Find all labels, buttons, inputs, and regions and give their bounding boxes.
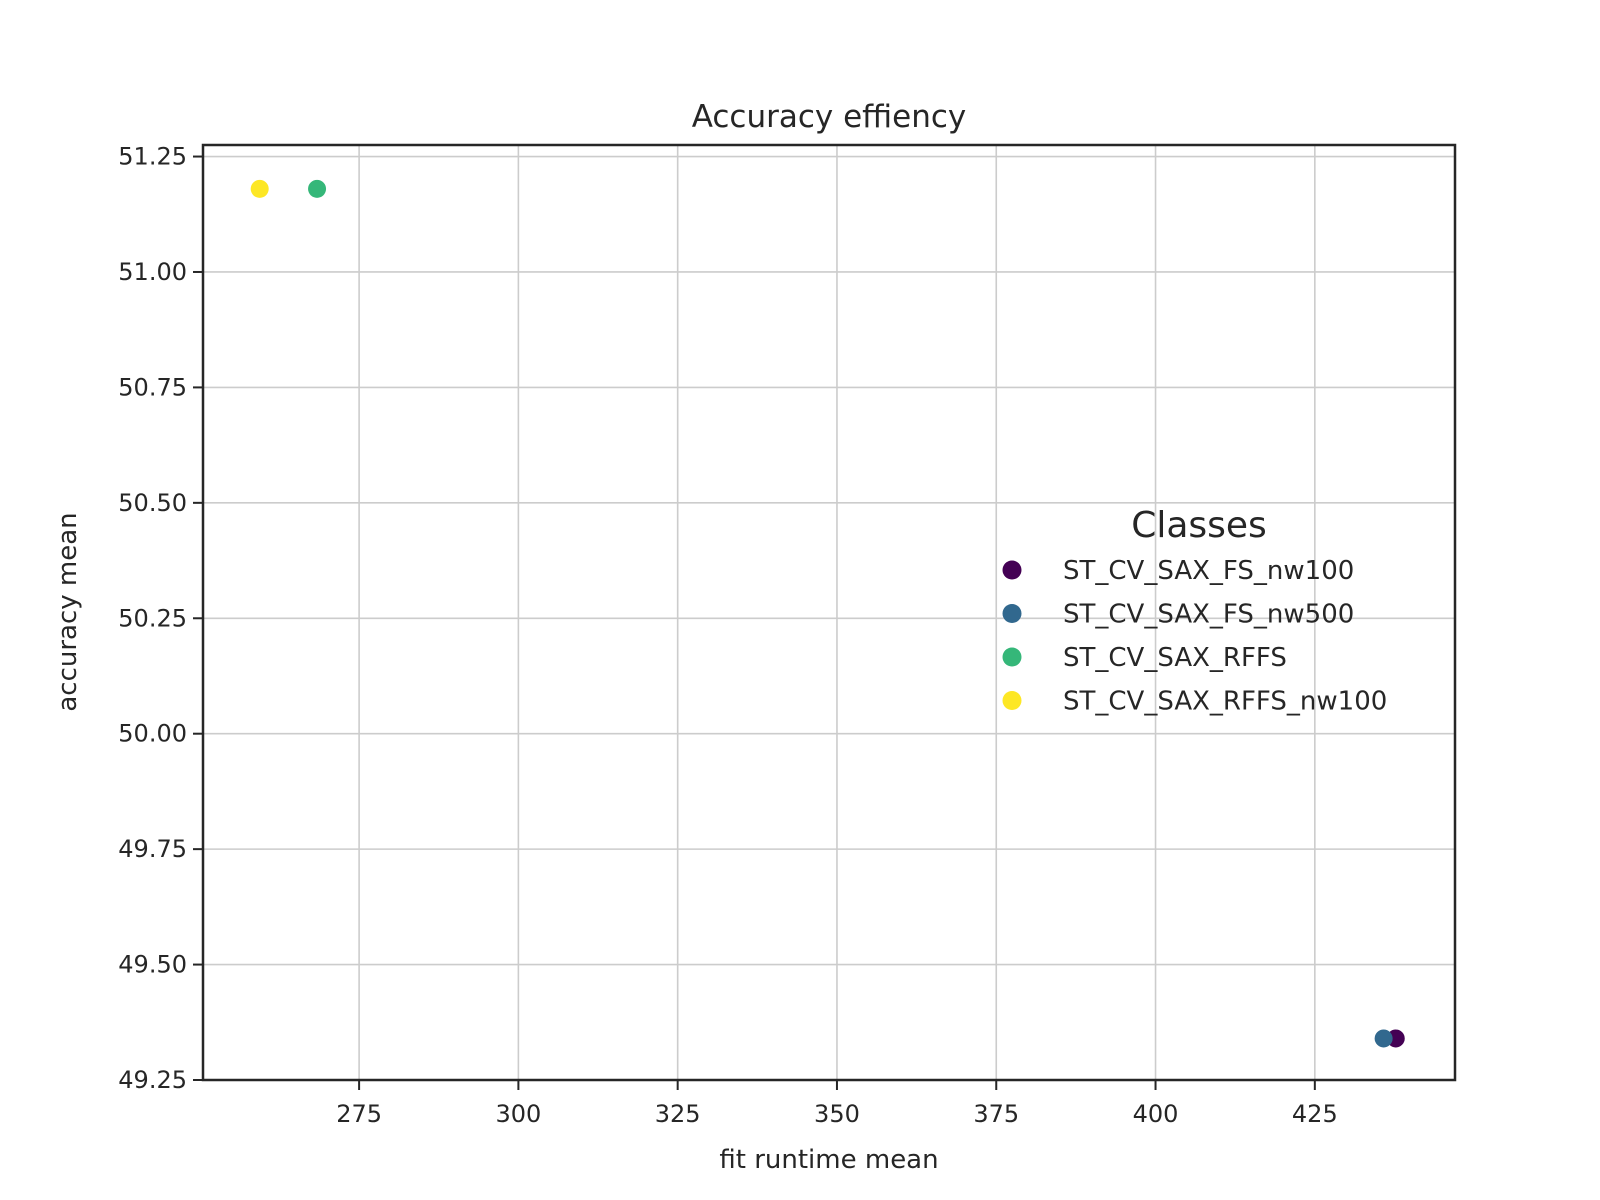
y-tick-label: 49.25 [118,1066,187,1094]
data-point [250,179,269,198]
x-axis-label: fit runtime mean [719,1145,938,1175]
x-tick-label: 325 [655,1100,701,1128]
x-tick-label: 425 [1292,1100,1338,1128]
y-tick-label: 51.25 [118,143,187,171]
legend-items: ST_CV_SAX_FS_nw100 ST_CV_SAX_FS_nw500 ST_C… [1002,556,1387,717]
y-tick-label: 50.50 [118,489,187,517]
grid-lines [203,145,1455,1081]
y-tick-label: 49.75 [118,835,187,863]
legend-marker [1002,560,1022,580]
axis-ticks: 275 300 325 350 375 400 425 49.25 49.50 49.75 50.0… [118,143,1337,1128]
y-tick-label: 50.75 [118,373,187,401]
legend-label: ST_CV_SAX_FS_nw100 [1063,556,1354,586]
legend-label: ST_CV_SAX_RFFS [1063,643,1287,673]
legend-label: ST_CV_SAX_RFFS_nw100 [1063,687,1387,717]
y-tick-label: 50.00 [118,720,187,748]
legend-marker [1002,604,1022,623]
x-tick-label: 275 [336,1100,382,1128]
x-tick-label: 300 [495,1100,541,1128]
data-points [250,179,1405,1048]
y-tick-label: 51.00 [118,258,187,286]
plot-frame [201,143,1457,1082]
y-tick-label: 50.25 [118,604,187,632]
x-tick-label: 375 [973,1100,1019,1128]
y-axis-label: accuracy mean [53,512,83,711]
y-tick-label: 49.50 [118,951,187,979]
data-point [1374,1029,1393,1048]
legend-title: Classes [1131,505,1267,546]
x-tick-label: 350 [814,1100,860,1128]
legend-marker [1002,691,1022,710]
data-point [308,179,327,198]
chart-title: Accuracy effiency [692,99,967,135]
legend-label: ST_CV_SAX_FS_nw500 [1063,600,1354,630]
legend: Classes ST_CV_SAX_FS_nw100ST_CV_SAX_FS_n… [1002,505,1387,717]
legend-marker [1002,647,1022,667]
x-tick-label: 400 [1133,1100,1179,1128]
